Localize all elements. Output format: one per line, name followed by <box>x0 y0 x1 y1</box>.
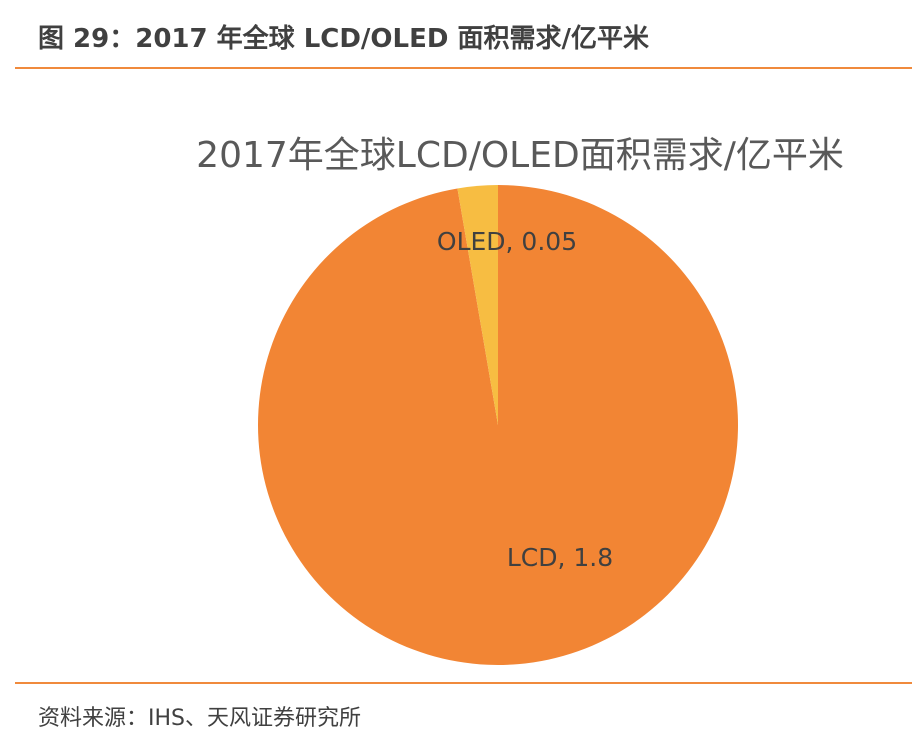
footer-rule <box>15 682 912 684</box>
pie-slice-oled <box>457 185 498 425</box>
data-label-oled: OLED, 0.05 <box>437 227 577 256</box>
source-note: 资料来源：IHS、天风证券研究所 <box>38 706 361 731</box>
data-label-lcd: LCD, 1.8 <box>507 543 613 572</box>
chart-title: 2017年全球LCD/OLED面积需求/亿平米 <box>196 135 844 176</box>
figure-title: 图 29：2017 年全球 LCD/OLED 面积需求/亿平米 <box>38 24 649 54</box>
header-rule <box>15 67 912 69</box>
